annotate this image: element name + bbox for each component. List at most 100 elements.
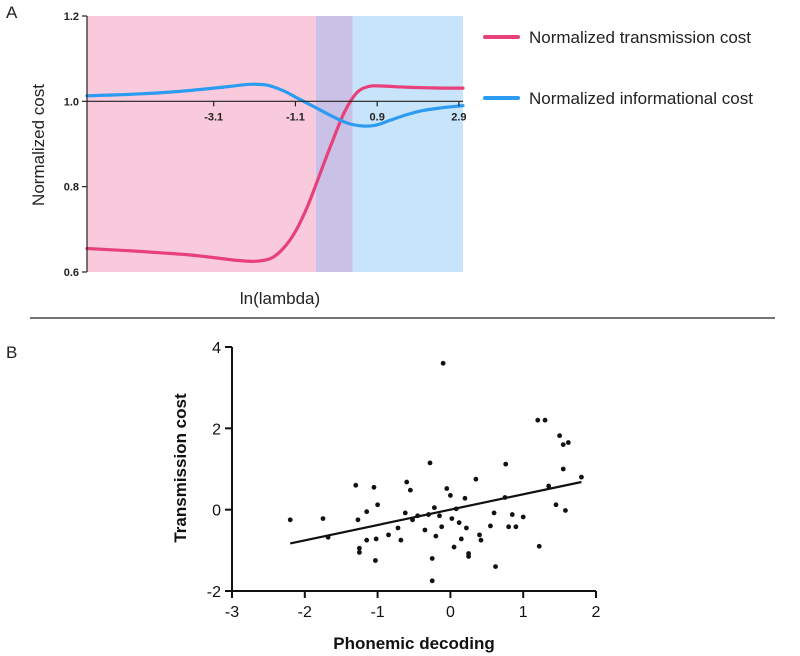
x-tick-label: -3.1 (204, 111, 223, 123)
panel-a-y-axis-label: Normalized cost (29, 84, 48, 206)
scatter-point (456, 520, 462, 526)
y-tick-label: 0.8 (64, 182, 79, 194)
scatter-point (364, 537, 370, 543)
scatter-point (287, 517, 293, 523)
scatter-point (557, 433, 562, 439)
scatter-point (466, 551, 471, 556)
x-tick-label: -1.1 (286, 111, 305, 123)
scatter-point (357, 545, 362, 551)
x-tick-label: -3 (225, 604, 239, 621)
scatter-point (398, 537, 404, 543)
scatter-point (427, 460, 433, 466)
scatter-point (402, 510, 408, 516)
scatter-point (520, 514, 526, 520)
scatter-point (437, 513, 442, 519)
y-tick-label: 0 (212, 503, 221, 520)
scatter-point (357, 549, 362, 555)
scatter-point (542, 417, 548, 423)
scatter-point (478, 537, 484, 543)
scatter-point (473, 476, 479, 482)
region-overlap (315, 16, 353, 272)
scatter-point (371, 484, 377, 490)
scatter-point (503, 461, 509, 467)
scatter-point (355, 517, 361, 523)
y-tick-label: 1.2 (64, 11, 79, 23)
x-tick-label: 0 (446, 604, 455, 621)
scatter-point (404, 479, 410, 485)
scatter-point (536, 543, 542, 549)
scatter-point (462, 495, 468, 501)
scatter-point (509, 512, 515, 517)
scatter-point (560, 442, 566, 447)
panel-a-series (85, 82, 465, 263)
scatter-point (431, 505, 437, 511)
panel-a-y-ticks: 0.6 0.8 1.0 1.2 (64, 11, 87, 279)
y-tick-label: 0.6 (64, 267, 79, 279)
scatter-point (373, 536, 379, 542)
scatter-point (451, 544, 457, 550)
scatter-point (579, 474, 584, 480)
panel-b-x-axis-label: Phonemic decoding (333, 634, 495, 653)
panel-b-x-ticks: -3 -2 -1 0 1 2 (225, 591, 601, 621)
scatter-point (563, 508, 568, 513)
x-tick-label: -2 (298, 604, 312, 621)
scatter-point (320, 516, 326, 522)
series-transmission-line (85, 84, 465, 263)
region-transmission-dominant (87, 16, 316, 272)
panel-a-x-ticks: -3.1 -1.1 0.9 2.9 (204, 101, 467, 123)
scatter-point (535, 417, 541, 423)
scatter-point (433, 533, 439, 539)
scatter-point (488, 523, 493, 529)
scatter-point (560, 466, 566, 472)
scatter-point (491, 510, 497, 516)
panel-a-regions (87, 16, 463, 272)
panel-a: A 0.6 0.8 1.0 1.2 -3.1 -1.1 0.9 2.9 ln(lambda)… (6, 3, 753, 308)
scatter-point (546, 483, 552, 489)
scatter-point (440, 360, 446, 366)
panel-b-label: B (6, 343, 17, 362)
scatter-point (506, 524, 512, 530)
region-informational-dominant (352, 16, 463, 272)
panel-b-y-ticks: -2 0 2 4 (207, 340, 232, 601)
scatter-point (458, 536, 464, 542)
x-tick-label: 1 (519, 604, 528, 621)
scatter-point (407, 487, 413, 493)
scatter-point (429, 556, 435, 561)
scatter-point (513, 524, 519, 530)
scatter-point (422, 527, 428, 533)
x-tick-label: -1 (370, 604, 384, 621)
x-tick-label: 2 (592, 604, 601, 621)
legend-label-informational: Normalized informational cost (529, 89, 753, 108)
y-tick-label: 2 (212, 421, 221, 438)
scatter-point (444, 486, 450, 491)
panel-a-legend: Normalized transmission cost Normalized … (483, 28, 753, 108)
series-informational-line (85, 82, 465, 128)
scatter-point (364, 509, 370, 515)
scatter-point (375, 502, 380, 508)
scatter-point (395, 525, 401, 531)
scatter-point (449, 516, 455, 522)
scatter-point (464, 525, 469, 531)
panel-b-y-axis-label: Transmission cost (171, 393, 190, 543)
y-tick-label: -2 (207, 584, 221, 601)
y-tick-label: 4 (212, 340, 221, 357)
panel-b-points (287, 360, 584, 584)
scatter-point (386, 532, 391, 538)
scatter-point (477, 532, 482, 538)
scatter-point (448, 493, 453, 498)
scatter-point (353, 482, 359, 488)
panel-a-label: A (6, 3, 18, 22)
legend-label-transmission: Normalized transmission cost (529, 28, 751, 47)
scatter-point (493, 564, 498, 569)
scatter-point (553, 502, 559, 508)
x-tick-label: 0.9 (370, 111, 385, 123)
panel-a-x-axis-label: ln(lambda) (240, 289, 320, 308)
scatter-point (373, 558, 378, 563)
scatter-point (439, 524, 445, 530)
scatter-point (429, 578, 435, 584)
y-tick-label: 1.0 (64, 96, 79, 108)
scatter-point (565, 440, 571, 445)
panel-b-regression-line (290, 480, 582, 545)
x-tick-label: 2.9 (451, 111, 466, 123)
